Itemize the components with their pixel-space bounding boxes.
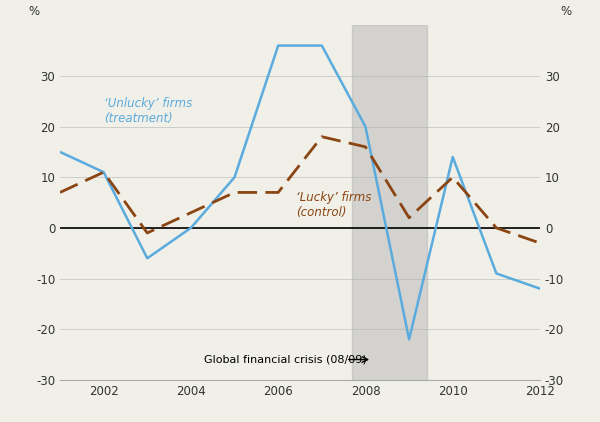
Text: Global financial crisis (08/09): Global financial crisis (08/09) — [204, 354, 367, 365]
Text: ‘Lucky’ firms
(control): ‘Lucky’ firms (control) — [296, 191, 371, 219]
Text: ‘Unlucky’ firms
(treatment): ‘Unlucky’ firms (treatment) — [104, 97, 192, 125]
Bar — [352, 25, 427, 380]
Text: %: % — [28, 5, 39, 18]
Text: %: % — [561, 5, 572, 18]
